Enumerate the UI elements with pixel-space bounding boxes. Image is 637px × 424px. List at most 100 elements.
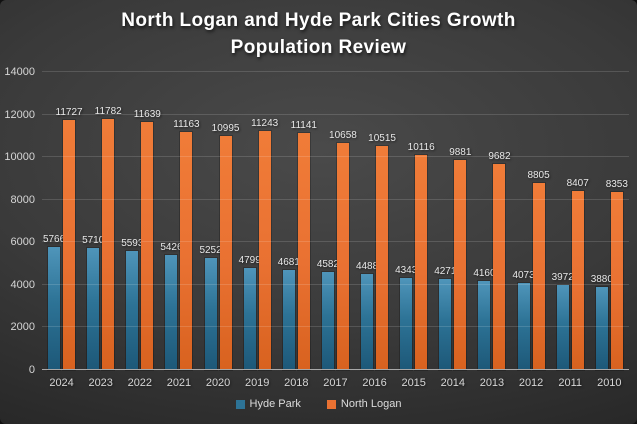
legend-swatch-icon [326, 399, 336, 409]
bar-column: 5766 [43, 72, 65, 370]
data-label: 4681 [277, 257, 300, 269]
bar-column: 4582 [317, 72, 339, 370]
bar-group-2020: 5252 10995 2020 [199, 72, 239, 389]
y-tick-label: 6000 [10, 236, 35, 249]
bar-group-2022: 5593 11639 2022 [121, 72, 161, 389]
bar-hyde-park-2021 [165, 254, 178, 370]
x-tick-label: 2010 [597, 377, 622, 389]
bar-column: 10515 [368, 72, 396, 370]
gridline [42, 113, 629, 115]
bar-column: 4681 [278, 72, 300, 370]
y-tick-label: 10000 [4, 151, 35, 164]
x-tick-label: 2019 [244, 377, 270, 389]
bar-column: 11243 [251, 72, 278, 370]
x-tick-label: 2015 [401, 377, 426, 389]
bar-hyde-park-2013 [478, 281, 491, 370]
y-tick-label: 12000 [4, 108, 35, 121]
bar-column: 10995 [212, 72, 239, 370]
x-tick-label: 2011 [558, 377, 583, 389]
x-tick-label: 2012 [518, 377, 544, 389]
legend-item-hyde-park: Hyde Park [235, 398, 301, 410]
bar-north-logan-2018 [297, 132, 310, 370]
bar-groups: 5766 11727 2024 5710 11782 2023 5593 11639 2022 5… [42, 72, 629, 389]
bar-group-2010: 3880 8353 2010 [591, 72, 628, 389]
bar-column: 11141 [291, 72, 317, 370]
bar-column: 4799 [239, 72, 261, 370]
gridline [42, 156, 629, 158]
y-tick-label: 14000 [4, 66, 35, 78]
bar-north-logan-2011 [571, 191, 584, 370]
bar-north-logan-2016 [376, 146, 389, 370]
x-tick-label: 2013 [479, 377, 505, 389]
y-axis: 0 2000 4000 6000 8000 10000 12000 14000 [0, 66, 38, 376]
bar-north-logan-2024 [63, 120, 76, 370]
data-label: 11639 [133, 109, 161, 121]
bar-north-logan-2023 [102, 119, 115, 370]
bar-hyde-park-2012 [517, 283, 530, 370]
chart-legend: Hyde Park North Logan [0, 398, 637, 410]
bar-north-logan-2014 [454, 159, 467, 370]
bar-column: 4271 [434, 72, 456, 370]
bar-column: 5593 [121, 72, 143, 370]
bar-group-2018: 4681 11141 2018 [278, 72, 317, 389]
y-tick-label: 0 [28, 364, 35, 376]
bar-group-2012: 4073 8805 2012 [512, 72, 549, 389]
bar-group-2011: 3972 8407 2011 [552, 72, 589, 389]
bar-north-logan-2012 [532, 182, 545, 370]
bar-column: 4073 [512, 72, 535, 370]
bar-hyde-park-2015 [400, 277, 413, 370]
data-label: 11243 [251, 117, 279, 129]
data-label: 11141 [290, 119, 317, 131]
bar-hyde-park-2024 [48, 247, 61, 370]
gridline [42, 283, 629, 285]
bar-north-logan-2017 [336, 143, 349, 370]
x-axis-line [42, 369, 629, 370]
data-label: 10515 [368, 133, 396, 145]
bar-hyde-park-2016 [361, 274, 374, 370]
bar-column: 5252 [199, 72, 222, 370]
bar-group-2015: 4343 10116 2015 [395, 72, 435, 389]
data-label: 11727 [55, 107, 83, 119]
x-tick-label: 2021 [166, 377, 192, 389]
bar-hyde-park-2010 [595, 287, 608, 370]
data-label: 4488 [355, 261, 379, 273]
bar-column: 11782 [95, 72, 122, 370]
x-tick-label: 2018 [284, 377, 309, 389]
bar-column: 9881 [449, 72, 471, 370]
data-label: 8805 [527, 169, 550, 181]
chart-title: North Logan and Hyde Park Cities Growth … [0, 7, 637, 61]
bar-group-2023: 5710 11782 2023 [82, 72, 122, 389]
data-label: 3972 [551, 272, 574, 284]
data-label: 5710 [82, 235, 105, 247]
gridline [42, 198, 629, 200]
chart-title-line2: Population Review [230, 37, 407, 58]
y-tick-label: 4000 [10, 278, 35, 291]
data-label: 4343 [395, 264, 418, 276]
data-label: 3880 [590, 274, 613, 286]
plot-area: 5766 11727 2024 5710 11782 2023 5593 11639 2022 5… [42, 71, 629, 389]
data-label: 5426 [160, 241, 183, 253]
gridline [42, 241, 629, 243]
bar-column: 10116 [408, 72, 435, 370]
x-tick-label: 2024 [49, 377, 74, 389]
bar-column: 11639 [134, 72, 161, 370]
bar-north-logan-2022 [141, 122, 154, 370]
bar-column: 4488 [356, 72, 378, 370]
bar-column: 10658 [329, 72, 357, 370]
bar-north-logan-2010 [610, 192, 623, 370]
data-label: 10658 [329, 130, 357, 142]
bar-hyde-park-2023 [87, 248, 100, 370]
bar-hyde-park-2018 [282, 270, 295, 370]
bar-column: 11727 [56, 72, 83, 370]
data-label: 9881 [449, 146, 472, 158]
x-tick-label: 2020 [205, 377, 231, 389]
bar-hyde-park-2014 [439, 279, 452, 370]
data-label: 10995 [211, 122, 240, 134]
gridline [42, 326, 629, 328]
data-label: 9682 [488, 150, 511, 162]
chart-title-line1: North Logan and Hyde Park Cities Growth [121, 10, 516, 31]
bar-column: 3972 [552, 72, 574, 370]
bar-hyde-park-2020 [204, 258, 217, 370]
data-label: 5766 [42, 234, 66, 246]
bar-column: 11163 [173, 72, 200, 370]
